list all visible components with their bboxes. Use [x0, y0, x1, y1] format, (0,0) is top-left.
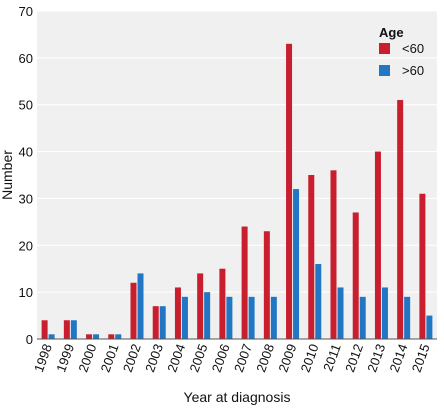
x-tick-label: 2008 [253, 342, 277, 374]
legend-swatch-over-60 [379, 65, 390, 76]
bar-over-60 [204, 292, 211, 339]
x-tick-label: 2009 [275, 342, 299, 374]
bar-under-60 [397, 100, 404, 340]
x-tick-label: 2004 [164, 342, 188, 374]
x-tick-label: 2003 [142, 342, 166, 374]
y-axis-ticks: 0 10 20 30 40 50 60 70 [19, 4, 33, 347]
legend-label-over-60: >60 [402, 63, 424, 78]
bar-over-60 [315, 264, 322, 339]
bar-under-60 [374, 151, 381, 339]
bar-under-60 [86, 334, 93, 339]
y-tick-label: 70 [19, 4, 33, 19]
bar-over-60 [48, 334, 55, 339]
x-tick-label: 2007 [231, 342, 255, 374]
x-tick-label: 2015 [409, 342, 433, 374]
bar-under-60 [108, 334, 115, 339]
bar-under-60 [219, 268, 226, 339]
x-axis-ticks: 1998199920002001200220032004200520062007… [31, 342, 433, 374]
bar-under-60 [152, 306, 159, 339]
bar-under-60 [308, 175, 315, 339]
bar-over-60 [159, 306, 166, 339]
bar-under-60 [263, 231, 270, 339]
y-tick-label: 50 [19, 98, 33, 113]
bar-under-60 [130, 282, 137, 339]
x-tick-label: 2002 [120, 342, 144, 374]
bar-over-60 [381, 287, 388, 339]
x-tick-label: 1998 [31, 342, 55, 374]
x-tick-label: 2014 [386, 342, 410, 374]
bar-under-60 [197, 273, 204, 339]
bar-over-60 [226, 296, 233, 339]
bar-under-60 [330, 170, 337, 339]
bar-under-60 [352, 212, 359, 339]
bar-over-60 [248, 296, 255, 339]
x-tick-label: 1999 [53, 342, 77, 374]
bar-over-60 [93, 334, 100, 339]
bars [41, 43, 433, 340]
x-tick-label: 2012 [342, 342, 366, 374]
legend-title: Age [379, 25, 404, 40]
bar-over-60 [270, 296, 277, 339]
y-tick-label: 10 [19, 285, 33, 300]
x-tick-label: 2011 [320, 342, 344, 373]
bar-over-60 [115, 334, 122, 339]
x-tick-label: 2000 [75, 342, 99, 374]
x-axis-label: Year at diagnosis [184, 389, 291, 405]
bar-over-60 [293, 189, 300, 339]
y-tick-label: 60 [19, 51, 33, 66]
bar-over-60 [337, 287, 344, 339]
bar-under-60 [174, 287, 181, 339]
bar-over-60 [359, 296, 366, 339]
y-tick-label: 30 [19, 191, 33, 206]
y-tick-label: 40 [19, 145, 33, 160]
legend-swatch-under-60 [379, 43, 390, 54]
y-tick-label: 0 [26, 332, 33, 347]
x-tick-label: 2010 [298, 342, 322, 374]
x-tick-label: 2001 [98, 342, 122, 374]
bar-over-60 [137, 273, 144, 339]
bar-over-60 [426, 315, 433, 339]
x-tick-label: 2013 [364, 342, 388, 374]
gridlines [37, 10, 437, 293]
x-tick-label: 2005 [186, 342, 210, 374]
bar-under-60 [286, 43, 293, 340]
y-tick-label: 20 [19, 238, 33, 253]
x-tick-label: 2006 [209, 342, 233, 374]
legend-label-under-60: <60 [402, 41, 424, 56]
bar-over-60 [404, 296, 411, 339]
bar-over-60 [70, 320, 77, 339]
bar-under-60 [419, 193, 426, 339]
bar-under-60 [63, 320, 70, 339]
bar-under-60 [41, 320, 48, 339]
plot-background [37, 11, 437, 339]
bar-under-60 [241, 226, 248, 339]
legend: Age <60 >60 [379, 25, 424, 78]
y-axis-label: Number [0, 150, 15, 200]
bar-over-60 [181, 296, 188, 339]
